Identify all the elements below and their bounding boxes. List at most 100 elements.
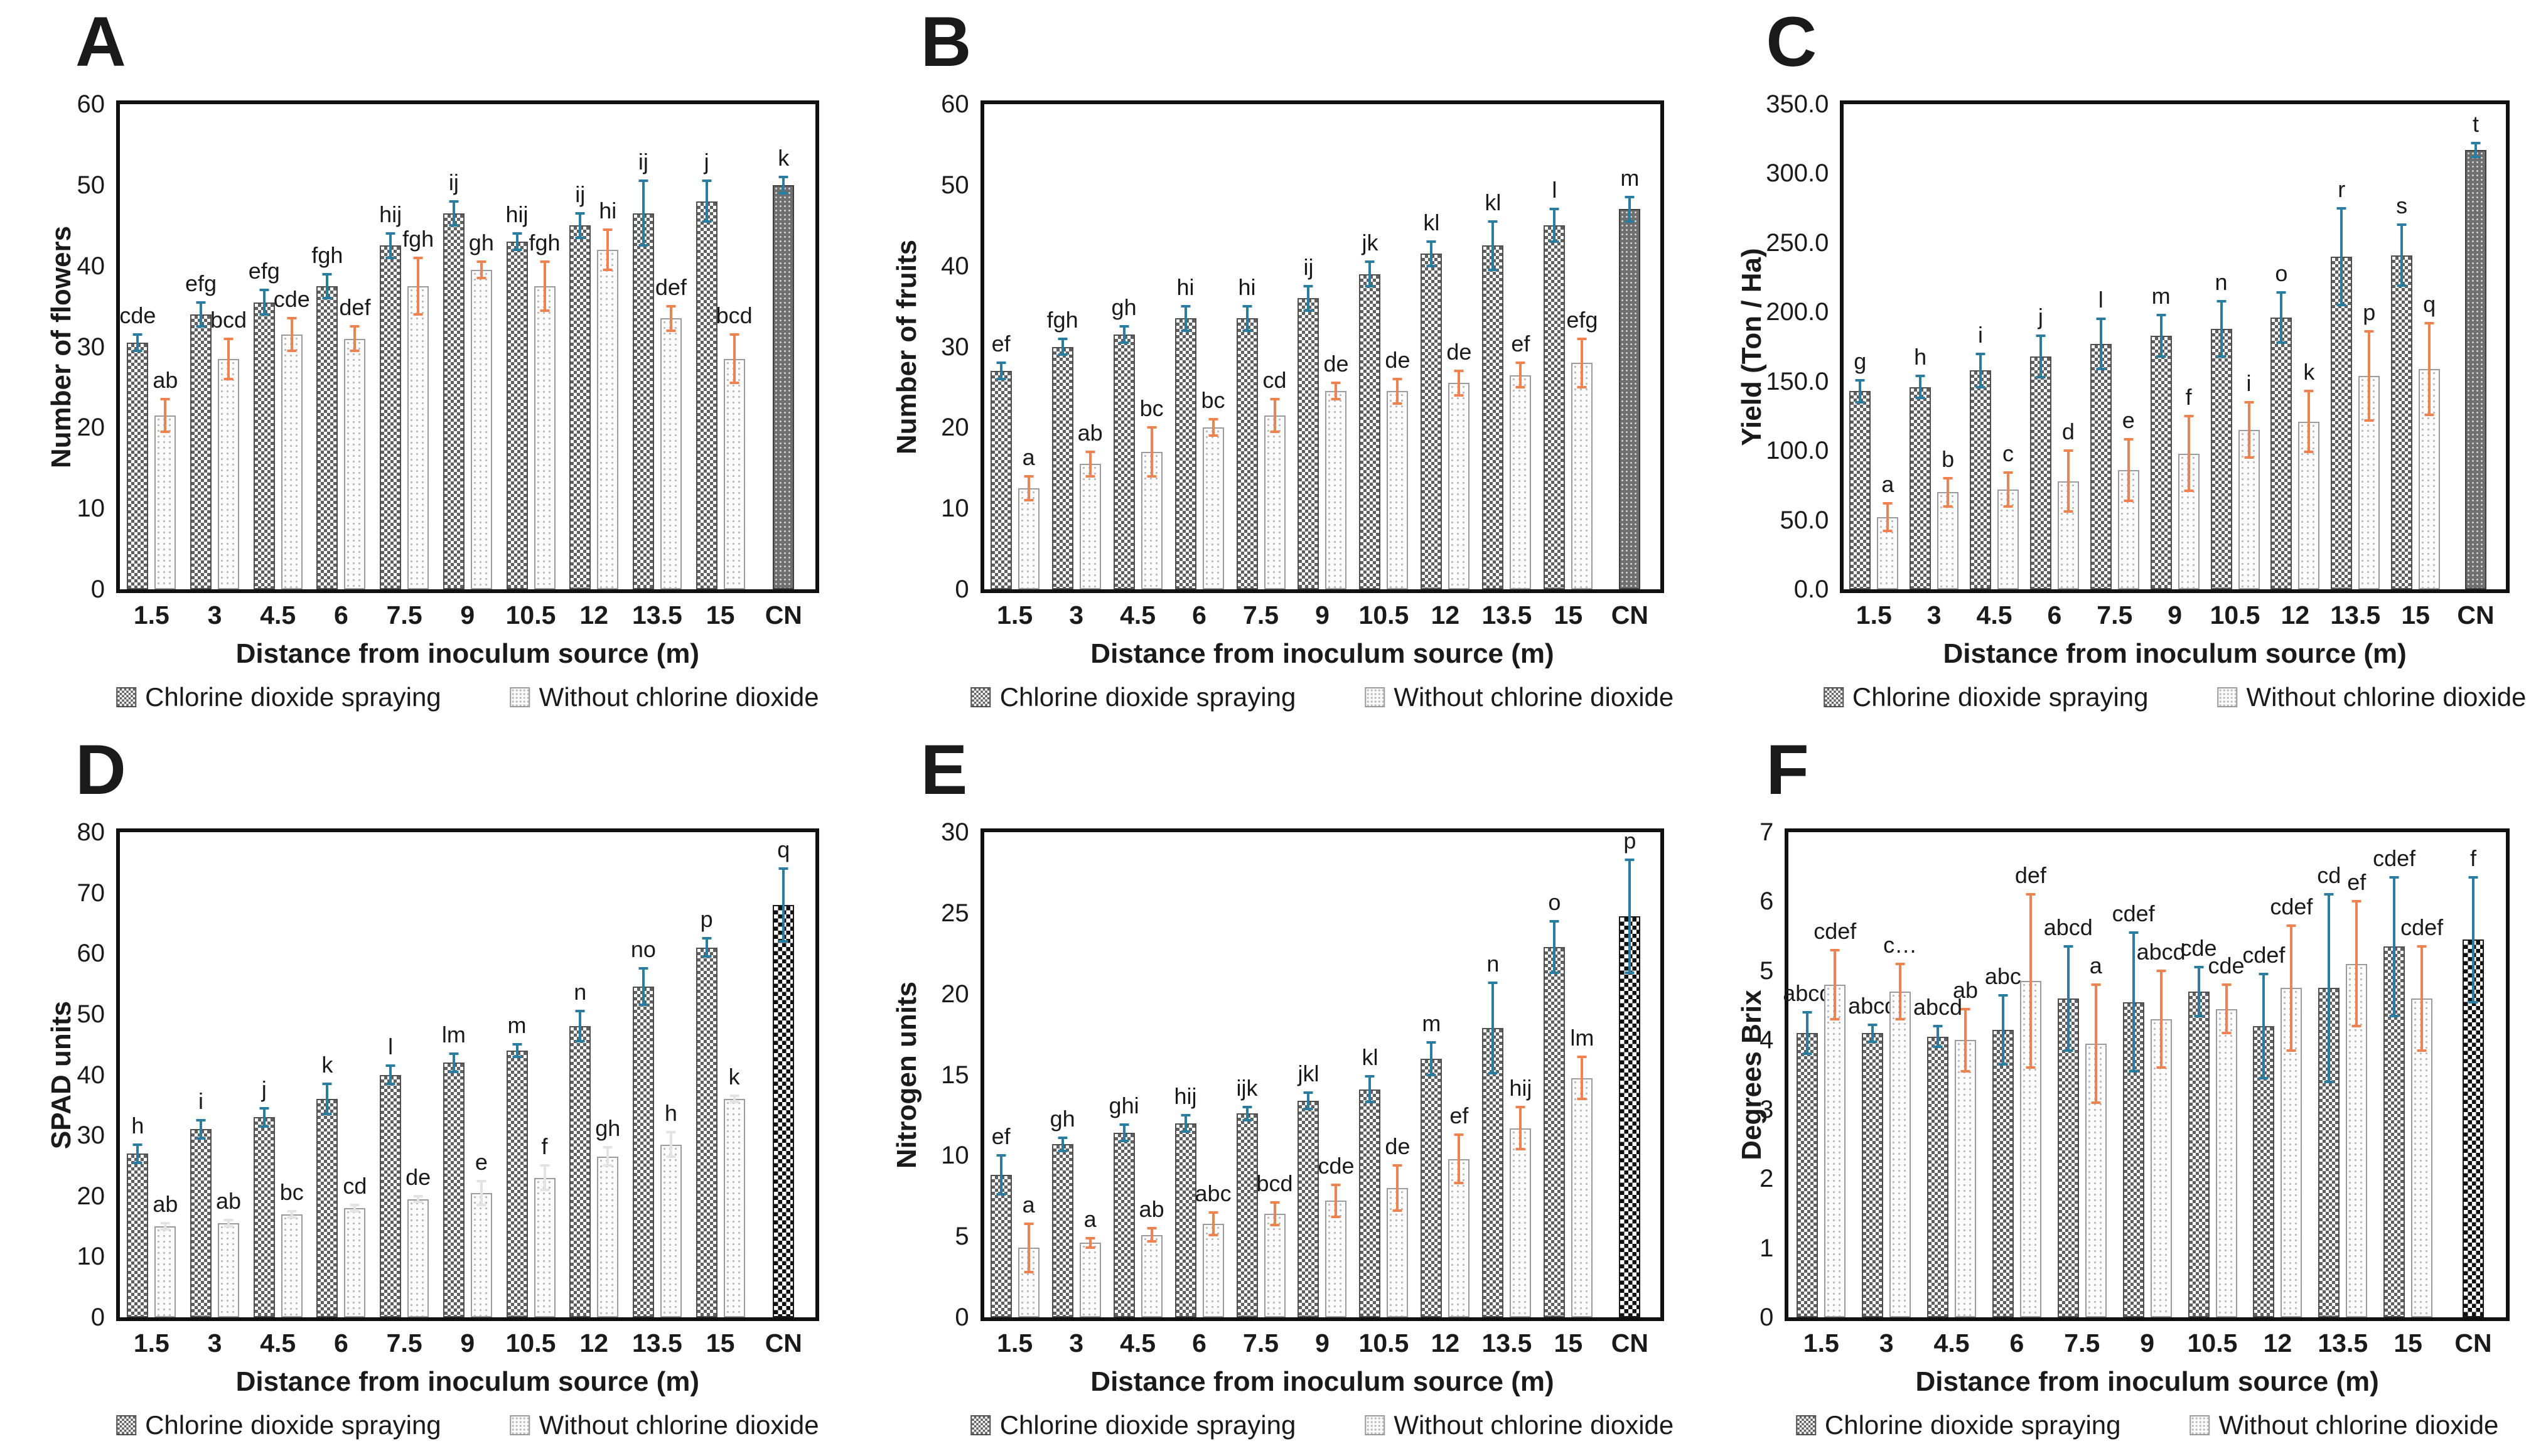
y-tick-label: 50	[77, 171, 105, 199]
significance-label: h	[664, 1100, 677, 1127]
y-tick-label: 200.0	[1766, 298, 1829, 326]
significance-label: ab	[153, 367, 178, 393]
error-bar-cap	[2124, 438, 2134, 441]
error-bar-cap	[196, 325, 206, 328]
significance-label: c…	[1883, 931, 1918, 958]
error-bar-cap	[1488, 269, 1498, 272]
x-category-label: 1.5	[1856, 601, 1892, 629]
x-category-label: 15	[706, 1329, 735, 1357]
error-bar	[227, 1220, 230, 1227]
error-bar	[1061, 338, 1064, 355]
error-bar	[2159, 970, 2163, 1068]
error-bar-cap	[512, 1043, 522, 1046]
legend-item-clo2-spraying: Chlorine dioxide spraying	[970, 1410, 1296, 1440]
significance-label: j	[261, 1076, 267, 1102]
error-bar-cap	[1058, 1137, 1068, 1139]
bar-chlorine-dioxide-4.5	[1970, 370, 1992, 589]
error-bar-cap	[2184, 490, 2194, 493]
error-bar-cap	[322, 1113, 332, 1116]
significance-label: de	[406, 1164, 431, 1190]
x-category-label: CN	[1611, 601, 1648, 629]
x-category-label: 13.5	[632, 601, 682, 629]
error-bar-cap	[2124, 499, 2134, 502]
significance-label: l	[388, 1034, 394, 1060]
legend-label: Without chlorine dioxide	[539, 1410, 819, 1440]
plot-area-e: 0 5 10 15 20 25 30 Nitrogen units Distance from …	[891, 820, 1674, 1440]
significance-label: def	[2014, 862, 2046, 889]
x-category-label: 4.5	[1933, 1329, 1970, 1357]
significance-label: gh	[1050, 1106, 1075, 1132]
error-bar-cap	[1331, 1183, 1341, 1186]
error-bar-cap	[322, 272, 332, 276]
y-tick-label: 30	[941, 818, 969, 846]
significance-label: abcd	[1848, 993, 1898, 1019]
error-bar-cap	[1830, 1018, 1840, 1021]
x-category-label: 7.5	[1243, 1329, 1279, 1357]
x-category-label: 10.5	[505, 1329, 556, 1357]
x-category-label: 1.5	[1803, 1329, 1839, 1357]
error-bar-cap	[196, 1118, 206, 1121]
panel-c: C 0.0 50.0 100.0 150.0 200.0 250.0 300.0 350.0 Yi…	[1690, 0, 2536, 728]
significance-label: ef	[2347, 869, 2367, 896]
error-bar-cap	[1426, 1073, 1436, 1076]
bar-chlorine-dioxide-1.5	[127, 1154, 149, 1317]
error-bar	[1088, 1238, 1092, 1248]
error-bar-cap	[413, 1194, 423, 1197]
error-bar-cap	[2063, 510, 2073, 513]
error-bar-cap	[2063, 1049, 2073, 1052]
error-bar-cap	[1895, 1018, 1905, 1021]
bar-without-chlorine-dioxide-7.5	[2117, 470, 2139, 589]
x-axis-title: Distance from inoculum source (m)	[1943, 638, 2407, 669]
significance-label: a	[1881, 471, 1894, 498]
error-bar-cap	[2471, 141, 2481, 144]
bar-chlorine-dioxide-15	[1544, 225, 1566, 589]
error-bar	[353, 326, 357, 351]
error-bar	[543, 262, 546, 311]
error-bar	[2094, 984, 2097, 1103]
legend-marker-chlorine-dioxide-icon	[116, 1415, 137, 1435]
error-bar	[1122, 326, 1126, 343]
error-bar-cap	[223, 1225, 234, 1228]
x-category-label: 12	[579, 1329, 609, 1357]
bar-chlorine-dioxide-15	[696, 201, 717, 589]
error-bar	[452, 201, 455, 226]
error-bar-cap	[2063, 945, 2073, 948]
error-bar-cap	[1515, 1106, 1525, 1109]
error-bar	[1335, 1184, 1338, 1218]
bar-without-chlorine-dioxide-7.5	[407, 1199, 429, 1317]
error-bar-cap	[449, 224, 459, 227]
error-bar	[1806, 1012, 1809, 1054]
error-bar-cap	[1303, 1107, 1313, 1110]
bar-without-chlorine-dioxide-1.5	[154, 1226, 176, 1317]
error-bar	[669, 306, 672, 331]
error-bar-cap	[449, 200, 459, 203]
legend: Chlorine dioxide spraying Without chlorin…	[970, 1410, 1674, 1440]
panel-letter-d: D	[75, 731, 127, 809]
significance-label: t	[2473, 110, 2480, 137]
significance-label: cde	[2208, 952, 2245, 978]
significance-label: ij	[575, 181, 586, 207]
significance-label: fgh	[402, 225, 434, 252]
error-bar	[1834, 950, 1837, 1020]
error-bar-cap	[1392, 402, 1402, 405]
bar-without-chlorine-dioxide-12	[1448, 383, 1470, 589]
x-category-label: 6	[334, 601, 348, 629]
x-category-label: 4.5	[1120, 601, 1156, 629]
x-category-label: 12	[579, 601, 609, 629]
y-tick-label: 40	[77, 252, 105, 280]
error-bar	[579, 1011, 582, 1042]
bar-without-chlorine-dioxide-10.5	[534, 286, 556, 589]
error-bar-cap	[2324, 1080, 2334, 1083]
error-bar-cap	[778, 191, 788, 195]
error-bar	[200, 1120, 203, 1138]
error-bar-cap	[2417, 945, 2427, 948]
bar-chlorine-dioxide-4.5	[1113, 1133, 1135, 1317]
significance-label: ijk	[1236, 1075, 1258, 1101]
bar-chlorine-dioxide-6	[316, 1099, 338, 1317]
legend-label: Chlorine dioxide spraying	[999, 1410, 1296, 1440]
bar-chlorine-dioxide-3	[190, 1129, 212, 1317]
x-category-label: 6	[2047, 601, 2062, 629]
error-bar-cap	[638, 1004, 648, 1007]
bar-chlorine-dioxide-10.5	[1359, 1089, 1381, 1317]
error-bar	[417, 257, 420, 314]
